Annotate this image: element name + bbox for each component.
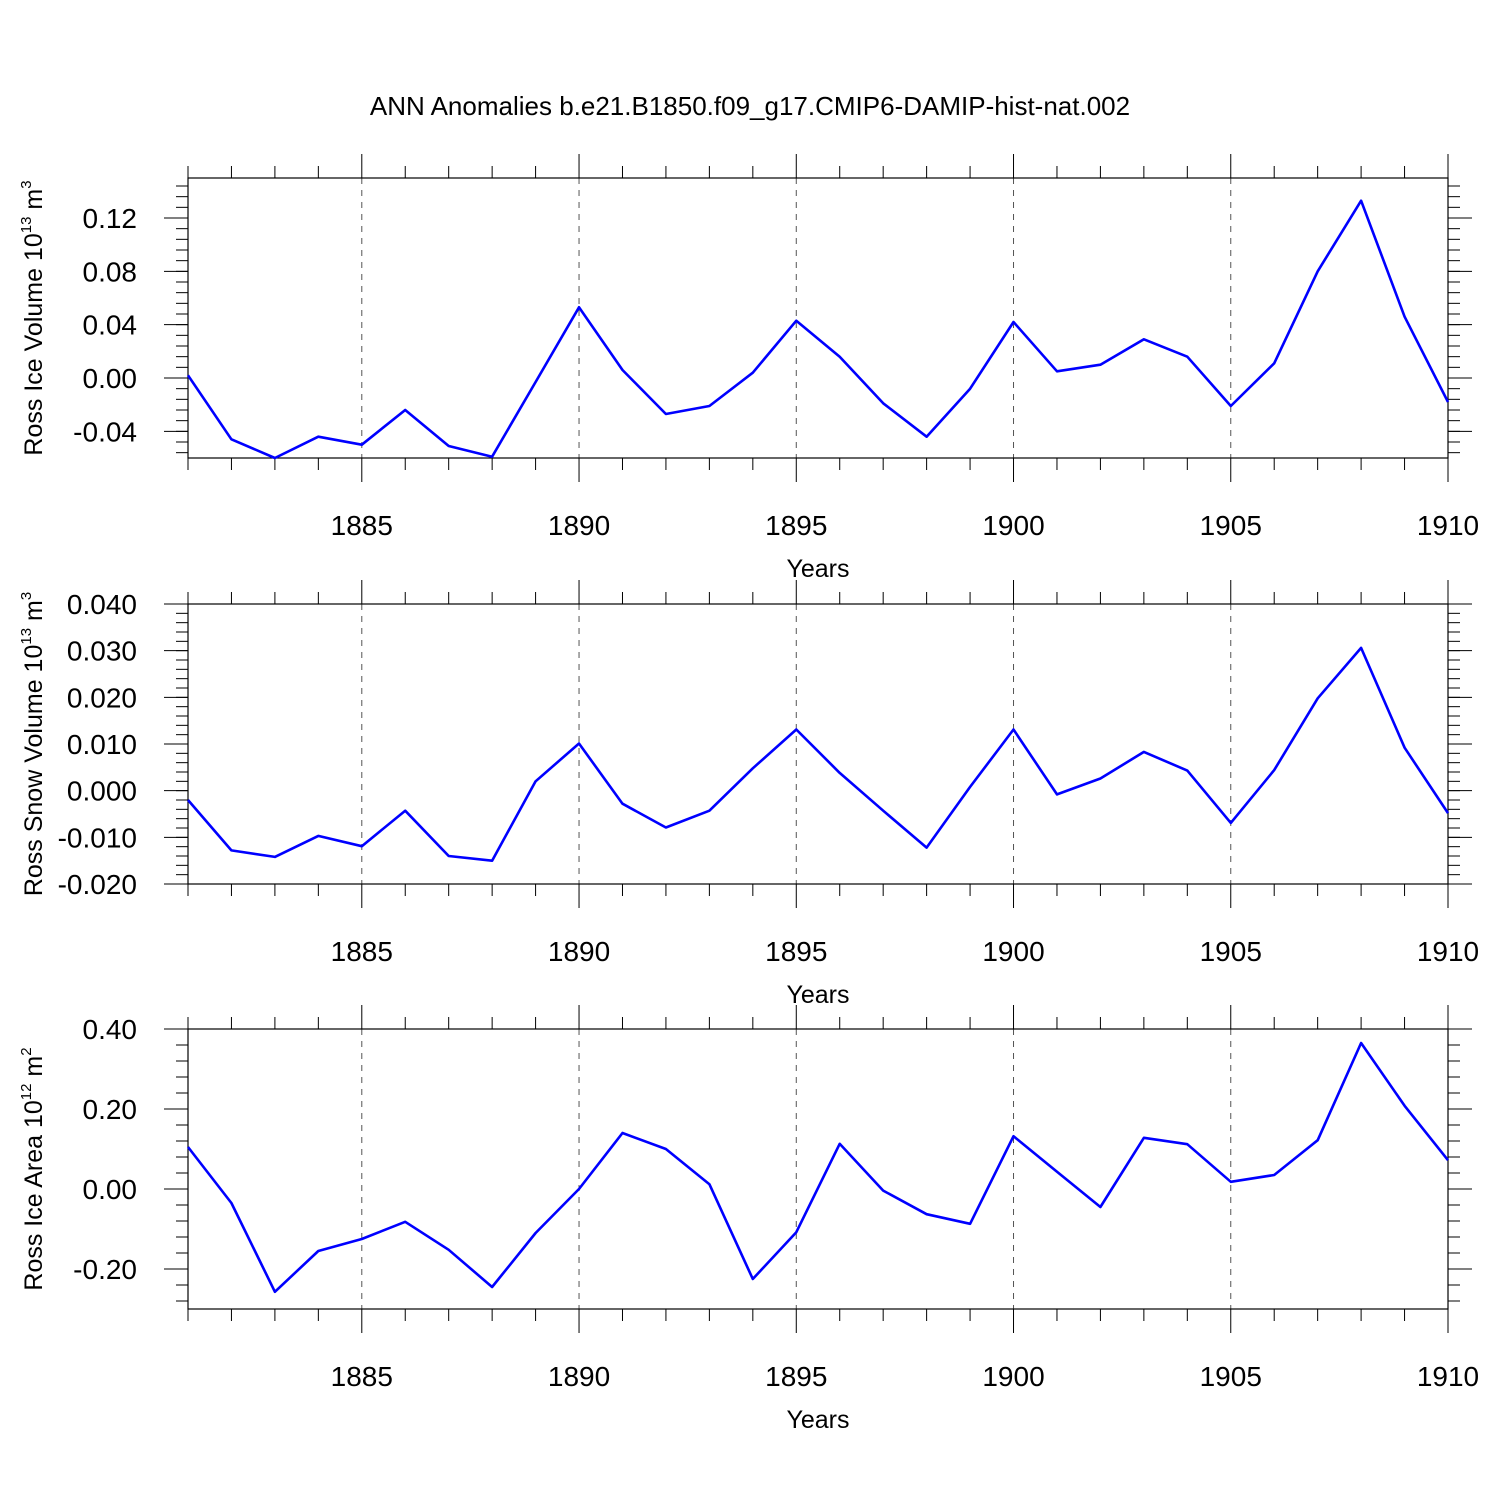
y-tick-label: -0.04 (73, 416, 137, 447)
x-axis-label: Years (786, 555, 849, 583)
y-axis-label: Ross Ice Volume 1013 m3 (18, 180, 48, 455)
y-tick-label: -0.020 (58, 869, 137, 900)
figure-title: ANN Anomalies b.e21.B1850.f09_g17.CMIP6-… (370, 91, 1130, 121)
x-tick-label: 1910 (1417, 510, 1479, 541)
x-tick-label: 1905 (1200, 1361, 1262, 1392)
panel-2: -0.020 -0.010 0.000 0.010 0.020 0.030 0.040 188… (18, 580, 1479, 1009)
x-tick-label: 1890 (548, 936, 610, 967)
y-tick-label: 0.04 (83, 310, 138, 341)
y-tick-label: 0.00 (83, 363, 138, 394)
y-tick-label: 0.20 (83, 1094, 138, 1125)
y-tick-label: -0.010 (58, 822, 137, 853)
panel-1: -0.04 0.00 0.04 0.08 0.12 1885 1890 1895 1900 190… (18, 154, 1479, 583)
x-tick-label: 1885 (331, 510, 393, 541)
panels: -0.04 0.00 0.04 0.08 0.12 1885 1890 1895 1900 190… (18, 154, 1479, 1434)
y-axis-label: Ross Ice Area 1012 m2 (18, 1047, 48, 1290)
y-tick-label: 0.020 (67, 682, 137, 713)
y-tick-label: 0.010 (67, 729, 137, 760)
x-tick-label: 1905 (1200, 936, 1262, 967)
series-line (187, 646, 1450, 863)
plot-frame (187, 177, 1449, 459)
y-tick-label: 0.030 (67, 636, 137, 667)
x-tick-label: 1895 (765, 1361, 827, 1392)
x-tick-label: 1900 (982, 1361, 1044, 1392)
series-line (186, 199, 1450, 460)
panel-3: -0.20 0.00 0.20 0.40 1885 1890 1895 1900 1905 191… (18, 1005, 1479, 1434)
y-tick-label: 0.08 (83, 256, 138, 287)
plot-frame (187, 603, 1449, 885)
x-tick-label: 1900 (982, 510, 1044, 541)
y-tick-label: 0.040 (67, 589, 137, 620)
x-tick-label: 1890 (548, 1361, 610, 1392)
series-line (186, 1041, 1450, 1294)
x-tick-label: 1910 (1417, 1361, 1479, 1392)
x-tick-label: 1890 (548, 510, 610, 541)
x-tick-label: 1905 (1200, 510, 1262, 541)
y-tick-label: 0.00 (83, 1174, 138, 1205)
y-axis-label: Ross Snow Volume 1013 m3 (18, 592, 48, 896)
x-tick-label: 1910 (1417, 936, 1479, 967)
x-tick-label: 1900 (982, 936, 1044, 967)
y-tick-label: 0.12 (83, 203, 138, 234)
y-tick-label: 0.40 (83, 1014, 138, 1045)
x-tick-label: 1895 (765, 936, 827, 967)
x-tick-label: 1895 (765, 510, 827, 541)
x-axis-label: Years (786, 1406, 849, 1434)
y-tick-label: 0.000 (67, 776, 137, 807)
x-tick-label: 1885 (331, 936, 393, 967)
plot-frame (187, 1028, 1449, 1310)
x-axis-label: Years (786, 981, 849, 1009)
x-tick-label: 1885 (331, 1361, 393, 1392)
y-tick-label: -0.20 (73, 1254, 137, 1285)
